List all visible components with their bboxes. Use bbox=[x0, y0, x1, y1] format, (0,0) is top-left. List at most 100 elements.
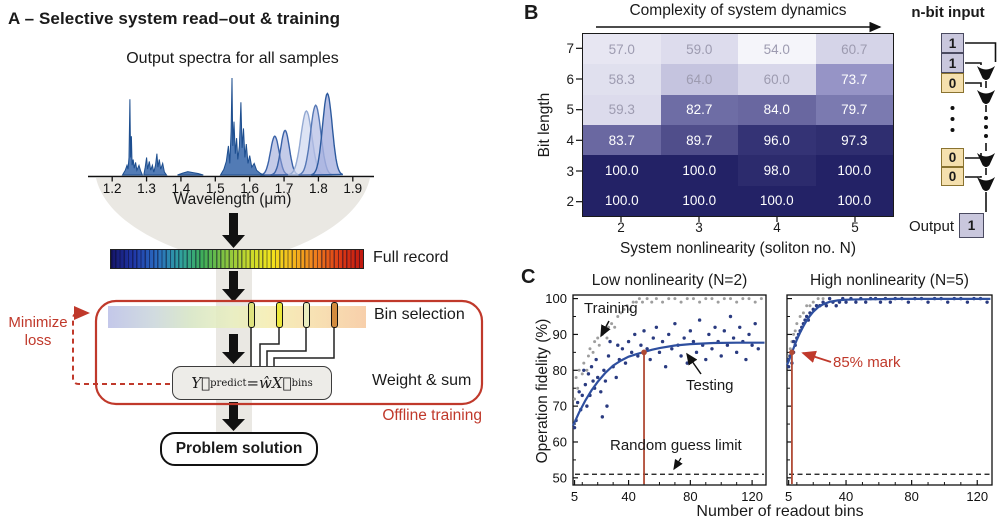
heatmap-col-label: 5 bbox=[851, 220, 859, 235]
wavelength-tick: 1.9 bbox=[343, 181, 362, 196]
problem-solution-box: Problem solution bbox=[160, 432, 318, 466]
heatmap-row-label: 2 bbox=[566, 194, 574, 210]
fit-curve bbox=[571, 341, 765, 427]
heatmap-cell: 100.0 bbox=[660, 155, 738, 186]
plot-frame bbox=[786, 294, 993, 486]
panel-b-label: B bbox=[524, 2, 539, 24]
heatmap-row-label: 7 bbox=[566, 40, 574, 56]
x-tick-label: 40 bbox=[839, 489, 853, 504]
low-nonlinearity-title: Low nonlinearity (N=2) bbox=[591, 272, 748, 289]
spectra-chart: 1.2 1.3 1.4 1.5 1.6 1.7 1.8 1.9 bbox=[88, 77, 374, 196]
bin-marker bbox=[303, 302, 310, 328]
heatmap-cell: 60.7 bbox=[815, 34, 893, 65]
full-record-colorbar bbox=[110, 249, 364, 269]
wavelength-tick: 1.2 bbox=[103, 181, 122, 196]
mark-85-dot bbox=[789, 349, 795, 356]
offline-training-box bbox=[94, 299, 484, 406]
heatmap-col-label: 4 bbox=[773, 220, 781, 235]
heatmap-cell: 100.0 bbox=[815, 185, 893, 216]
training-annotation: Training bbox=[584, 300, 638, 317]
bin-marker bbox=[331, 302, 338, 328]
nbit-wires bbox=[965, 42, 997, 212]
wavelength-tick: 1.4 bbox=[172, 181, 191, 196]
input-bit-0: 0 bbox=[941, 148, 964, 167]
minimize-loss-label: Minimize loss bbox=[8, 314, 68, 349]
heatmap-col-label: 3 bbox=[695, 220, 703, 235]
heatmap-cell: 100.0 bbox=[660, 185, 738, 216]
heatmap-cell: 64.0 bbox=[660, 64, 738, 95]
mark-85-dot bbox=[641, 349, 647, 356]
x-tick-label: 80 bbox=[683, 489, 697, 504]
readout-bins-axis-label: Number of readout bins bbox=[696, 503, 864, 520]
output-label: Output bbox=[908, 218, 954, 235]
high-nonlinearity-title: High nonlinearity (N=5) bbox=[810, 272, 969, 289]
heatmap-row-label: 5 bbox=[566, 102, 574, 118]
heatmap-cell: 73.7 bbox=[815, 64, 893, 95]
x-tick-label: 80 bbox=[904, 489, 918, 504]
spectrum-peak bbox=[311, 92, 344, 176]
nbit-gates bbox=[977, 66, 995, 191]
y-tick-label: 90 bbox=[553, 327, 567, 342]
spectrum-cluster bbox=[177, 171, 204, 176]
fidelity-axis-label: Operation fidelity (%) bbox=[534, 318, 551, 464]
heatmap-cell: 59.0 bbox=[660, 34, 738, 65]
bin-selection-bar bbox=[108, 306, 366, 328]
x-tick-label: 5 bbox=[571, 489, 578, 504]
heatmap-ticks bbox=[576, 47, 856, 222]
heatmap-cell: 98.0 bbox=[738, 155, 816, 186]
offline-training-label: Offline training bbox=[382, 407, 482, 424]
weight-sum-formula: Y⃗ predict = ŵX⃗ bins bbox=[172, 366, 332, 400]
heatmap-cell: 100.0 bbox=[583, 185, 661, 216]
fidelity-plot-low: 5 40 80 120 50 60 70 80 90 100 bbox=[545, 291, 767, 504]
x-tick-label: 40 bbox=[621, 489, 635, 504]
weight-sum-label: Weight & sum bbox=[372, 372, 472, 389]
output-bit: 1 bbox=[959, 213, 984, 238]
wavelength-tick: 1.7 bbox=[275, 181, 294, 196]
wavelength-tick: 1.3 bbox=[137, 181, 156, 196]
heatmap-cell: 96.0 bbox=[738, 125, 816, 156]
fidelity-heatmap: 57.0 59.0 54.0 60.7 58.3 64.0 60.0 73.7 59.3 82.7… bbox=[582, 33, 894, 217]
bin-marker bbox=[276, 302, 283, 328]
y-tick-label: 70 bbox=[553, 399, 567, 414]
y-tick-label: 50 bbox=[553, 470, 567, 485]
heatmap-row-label: 3 bbox=[566, 163, 574, 179]
nbit-input-title: n-bit input bbox=[911, 4, 985, 21]
heatmap-col-label: 2 bbox=[617, 220, 625, 235]
heatmap-col-labels: 2 3 4 5 bbox=[582, 220, 894, 235]
mark-85-annotation: 85% mark bbox=[833, 354, 901, 371]
plot-frame bbox=[572, 294, 767, 486]
wavelength-tick: 1.8 bbox=[309, 181, 328, 196]
bin-wires bbox=[250, 328, 335, 366]
heatmap-cell: 82.7 bbox=[660, 94, 738, 125]
x-tick-label: 5 bbox=[785, 489, 792, 504]
heatmap-cell: 60.0 bbox=[738, 64, 816, 95]
training-points bbox=[573, 297, 763, 401]
heatmap-cell: 57.0 bbox=[583, 34, 661, 65]
panel-c-label: C bbox=[521, 266, 536, 288]
y-tick-label: 100 bbox=[545, 291, 567, 306]
heatmap-cell: 100.0 bbox=[815, 155, 893, 186]
heatmap-row-label: 4 bbox=[566, 132, 574, 148]
heatmap-cell: 100.0 bbox=[738, 185, 816, 216]
spectrum-cluster bbox=[143, 153, 168, 176]
heatmap-cell: 84.0 bbox=[738, 94, 816, 125]
nonlinearity-axis-label: System nonlinearity (soliton no. N) bbox=[619, 240, 857, 257]
x-tick-label: 120 bbox=[741, 489, 763, 504]
testing-points bbox=[572, 314, 760, 430]
y-tick-label: 80 bbox=[553, 363, 567, 378]
annotation-arrows bbox=[600, 320, 832, 471]
fidelity-plot-high: 5 40 80 120 bbox=[785, 294, 993, 504]
bin-marker bbox=[248, 302, 255, 328]
panel-a-title: A – Selective system read–out & training bbox=[8, 9, 341, 28]
complexity-header: Complexity of system dynamics bbox=[629, 2, 847, 19]
flow-arrows bbox=[222, 213, 245, 431]
input-bit-1: 1 bbox=[941, 33, 964, 53]
testing-annotation: Testing bbox=[686, 377, 734, 394]
heatmap-cell: 97.3 bbox=[815, 125, 893, 156]
input-bit-0: 0 bbox=[941, 73, 964, 93]
full-record-label: Full record bbox=[373, 249, 449, 266]
wavelength-tick: 1.6 bbox=[240, 181, 259, 196]
heatmap-cell: 59.3 bbox=[583, 94, 661, 125]
nbit-ellipsis-dots bbox=[950, 106, 988, 138]
